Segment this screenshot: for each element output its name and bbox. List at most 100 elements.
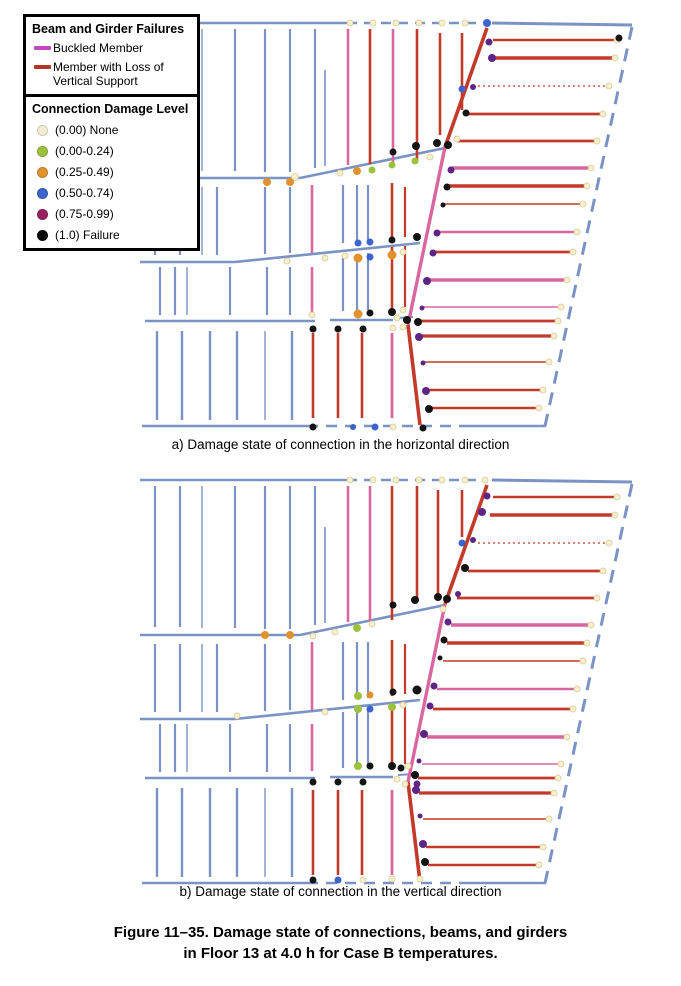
connection-dot-orange [353, 253, 363, 263]
connection-dot-yellow [336, 169, 344, 177]
connection-dot-purple [420, 730, 428, 738]
connection-dot-yellow [291, 173, 299, 181]
connection-dot-yellow [545, 358, 553, 366]
dot-swatch-icon [37, 209, 48, 220]
connection-dot-orange [286, 178, 294, 186]
legend-item-label: (0.25-0.49) [55, 165, 114, 179]
connection-dot-purple [483, 492, 491, 500]
connection-dot-yellow [569, 705, 577, 713]
connection-dot-yellow [593, 137, 601, 145]
dot-swatch-icon [37, 188, 48, 199]
member-line-red [406, 781, 422, 883]
connection-dot-yellow [404, 762, 412, 770]
connection-dot-yellow [563, 276, 571, 284]
connection-dot-purple [417, 813, 423, 819]
connection-dot-black [421, 858, 429, 866]
member-line-blue [543, 483, 634, 884]
connection-dot-purple [430, 682, 438, 690]
connection-dot-dotblue [366, 253, 374, 261]
connection-dot-purple [447, 166, 455, 174]
connection-dot-purple [444, 618, 452, 626]
connection-dot-orange [353, 167, 361, 175]
connection-dot-purple [470, 84, 476, 90]
legend-item: Buckled Member [34, 41, 191, 55]
connection-dot-black [388, 762, 396, 770]
connection-dot-purple [429, 249, 437, 257]
connection-dot-yellow [331, 628, 339, 636]
connection-dot-black [334, 778, 342, 786]
connection-dot-black [434, 593, 442, 601]
connection-dot-dotblue [458, 539, 466, 547]
connection-dot-yellow [368, 620, 376, 628]
connection-dot-black [359, 778, 367, 786]
connection-dot-green [368, 166, 376, 174]
connection-dot-dotblue [458, 85, 466, 93]
legend: Beam and Girder Failures Buckled Member M… [23, 14, 200, 251]
connection-dot-purple [416, 758, 422, 764]
connection-dot-green [354, 762, 362, 770]
connection-dot-yellow [401, 780, 409, 788]
connection-dot-yellow [573, 685, 581, 693]
connection-dot-black [366, 762, 374, 770]
connection-dot-black [411, 771, 419, 779]
connection-dot-yellow [393, 314, 401, 322]
legend-item-label: (0.00) None [55, 123, 119, 137]
legend-connection-damage-level: Connection Damage Level (0.00) None (0.00… [23, 94, 200, 251]
connection-dot-yellow [587, 164, 595, 172]
connection-dot-black [397, 764, 405, 772]
panel-a-caption: a) Damage state of connection in the hor… [171, 437, 510, 452]
connection-dot-yellow [346, 476, 354, 484]
connection-dot-black [444, 141, 452, 149]
connection-dot-black [412, 685, 422, 695]
legend-item: (0.00-0.24) [34, 144, 191, 158]
connection-dot-purple [413, 780, 421, 788]
connection-dot-yellow [453, 135, 461, 143]
connection-dot-orange [366, 691, 374, 699]
legend-item-label: (0.50-0.74) [55, 186, 114, 200]
connection-dot-yellow [308, 311, 316, 319]
panel-b-diagram [135, 472, 665, 892]
connection-dot-dotblue [371, 423, 379, 431]
figure-caption: Figure 11–35. Damage state of connection… [0, 922, 681, 964]
legend-item: (0.75-0.99) [34, 207, 191, 221]
connection-dot-purple [433, 229, 441, 237]
connection-dot-yellow [554, 317, 562, 325]
connection-dot-black [334, 325, 342, 333]
connection-dot-black [389, 601, 397, 609]
connection-dot-yellow [535, 404, 543, 412]
connection-dot-orange [263, 178, 271, 186]
connection-dot-yellow [550, 789, 558, 797]
connection-dot-yellow [545, 815, 553, 823]
line-swatch-icon [34, 46, 51, 50]
connection-dot-yellow [415, 19, 423, 27]
panel-b-svg [140, 476, 634, 885]
connection-dot-green [354, 692, 362, 700]
connection-dot-green [388, 703, 396, 711]
connection-dot-black [411, 596, 419, 604]
connection-dot-yellow [341, 252, 349, 260]
connection-dot-dotblue [366, 705, 374, 713]
connection-dot-green [354, 705, 362, 713]
connection-dot-purple [412, 786, 420, 794]
legend-item-label: (0.00-0.24) [55, 144, 114, 158]
connection-dot-yellow [399, 701, 407, 709]
connection-dot-yellow [283, 257, 291, 265]
connection-dot-yellow [438, 19, 446, 27]
connection-dot-yellow [389, 324, 397, 332]
connection-dot-dotblue [334, 876, 342, 884]
connection-dot-black [425, 405, 433, 413]
member-line-blue [299, 146, 446, 180]
connection-dot-purple [422, 387, 430, 395]
connection-dot-black [414, 318, 422, 326]
connection-dot-yellow [583, 182, 591, 190]
connection-dot-purple [419, 840, 427, 848]
connection-dot-black [433, 139, 441, 147]
connection-dot-yellow [605, 539, 613, 547]
connection-dot-black [309, 325, 317, 333]
connection-dot-yellow [611, 511, 619, 519]
dot-swatch-icon [37, 125, 48, 136]
connection-dot-yellow [535, 861, 543, 869]
connection-dot-yellow [579, 200, 587, 208]
connection-dot-dotblue [354, 239, 362, 247]
